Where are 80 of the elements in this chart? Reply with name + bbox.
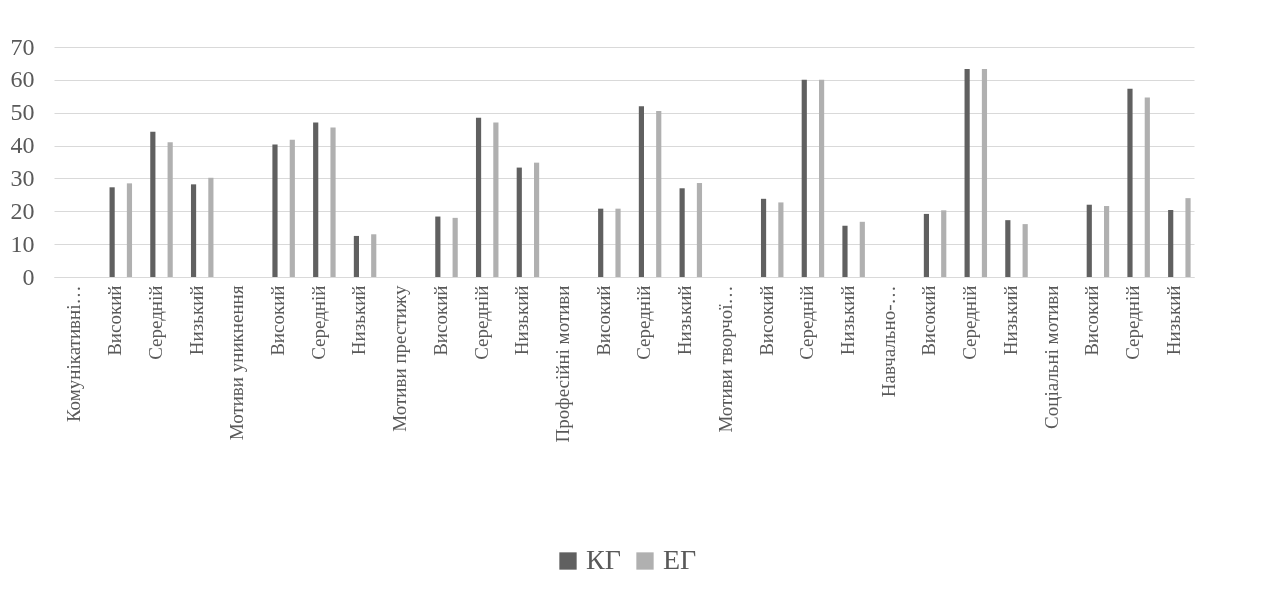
y-tick-label: 50	[10, 99, 35, 126]
x-tick-label: Середній	[144, 285, 166, 360]
bar	[208, 177, 214, 277]
bar	[819, 79, 825, 277]
bar	[778, 202, 784, 277]
bar	[760, 198, 767, 277]
bar	[1127, 88, 1133, 277]
bar	[475, 117, 482, 277]
bar	[534, 162, 540, 277]
bar	[801, 79, 807, 277]
legend-label: КГ	[586, 544, 621, 575]
y-tick-label: 0	[22, 263, 35, 290]
bar	[371, 234, 377, 277]
x-tick-label: Соціальні мотиви	[1040, 285, 1062, 429]
bar	[981, 69, 988, 277]
legend-label: ЕГ	[663, 544, 697, 575]
x-tick-label: Високий	[266, 285, 288, 356]
bar	[313, 122, 319, 277]
x-tick-label: Мотиви престижу	[389, 285, 411, 432]
bar	[150, 131, 156, 277]
x-tick-label: Високий	[592, 285, 614, 356]
x-tick-label: Середній	[796, 285, 818, 360]
x-tick-label: Високий	[1081, 285, 1103, 356]
x-tick-label: Середній	[633, 285, 655, 360]
x-tick-label: Високий	[755, 285, 777, 356]
y-tick-label: 30	[10, 164, 35, 191]
bar	[679, 188, 685, 277]
y-tick-label: 70	[10, 33, 35, 60]
bar	[516, 167, 522, 277]
bar	[1005, 220, 1011, 277]
bar	[638, 106, 644, 277]
bar	[656, 111, 662, 277]
bar	[696, 183, 703, 277]
bar	[330, 127, 336, 277]
bar	[272, 144, 278, 277]
x-tick-label: Середній	[1121, 285, 1143, 360]
x-tick-label: Високий	[429, 285, 451, 356]
bar	[598, 208, 604, 277]
y-tick-label: 10	[10, 230, 35, 257]
x-tick-label: Низький	[348, 285, 370, 356]
bar	[859, 221, 865, 277]
x-tick-label: Низький	[836, 285, 858, 356]
x-tick-label: Мотиви творчої…	[714, 285, 736, 433]
x-tick-label: Середній	[959, 285, 981, 360]
bar	[1144, 97, 1150, 277]
x-tick-label: Низький	[674, 285, 696, 356]
y-tick-label: 60	[10, 66, 35, 93]
x-tick-label: Професійні мотиви	[551, 285, 573, 443]
bar	[190, 184, 197, 277]
bar	[1022, 224, 1028, 277]
y-tick-label: 20	[10, 197, 35, 224]
bar	[435, 216, 441, 277]
x-tick-label: Середній	[307, 285, 329, 360]
bar	[109, 187, 115, 277]
y-tick-label: 40	[10, 132, 35, 159]
bar	[493, 122, 499, 277]
bar	[1104, 206, 1110, 277]
bar	[941, 210, 947, 277]
x-tick-label: Мотиви уникнення	[226, 285, 248, 441]
bar	[1185, 198, 1191, 277]
bar	[842, 225, 848, 277]
bar	[126, 183, 133, 277]
x-tick-label: Низький	[1162, 285, 1184, 356]
bar	[964, 69, 970, 277]
x-tick-label: Навчально-…	[877, 285, 899, 398]
bar	[167, 142, 173, 277]
bar	[353, 235, 359, 277]
x-tick-label: Низький	[511, 285, 533, 356]
bar	[615, 208, 621, 277]
x-tick-label: Низький	[999, 285, 1021, 356]
x-tick-label: Високий	[104, 285, 126, 356]
x-tick-label: Середній	[470, 285, 492, 360]
bar	[1168, 209, 1174, 277]
x-tick-label: Комунікативні…	[63, 285, 85, 423]
bar	[452, 217, 458, 277]
bar	[1086, 204, 1092, 277]
x-tick-label: Високий	[918, 285, 940, 356]
bar	[289, 139, 295, 277]
bar	[923, 213, 929, 277]
x-tick-label: Низький	[185, 285, 207, 356]
